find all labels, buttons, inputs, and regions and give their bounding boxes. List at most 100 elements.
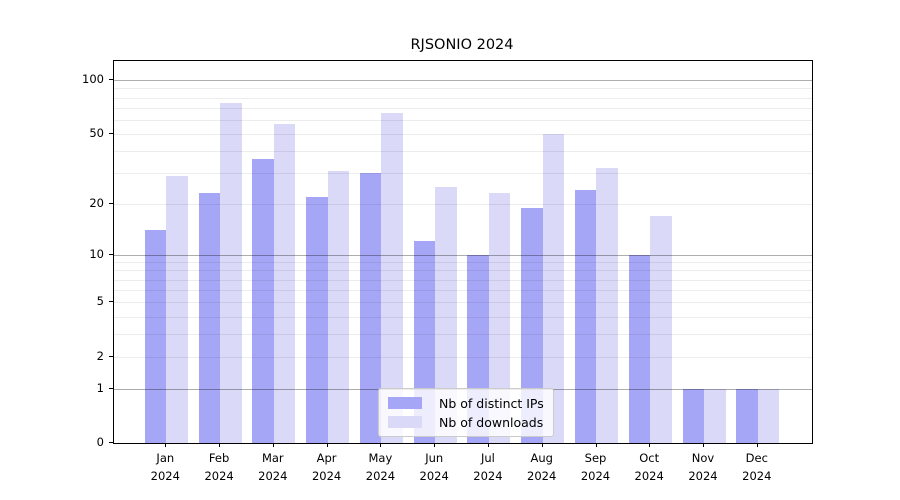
x-tick-mark-jul bbox=[487, 443, 489, 447]
legend-swatch-distinct-ips bbox=[388, 397, 422, 409]
x-tick-mark-nov bbox=[703, 443, 704, 447]
x-tick-mark-feb bbox=[219, 443, 221, 447]
gridline-80 bbox=[114, 97, 812, 99]
bar-nb-of-downloads-jul bbox=[488, 193, 511, 443]
y-tick-label-1: 1 bbox=[96, 380, 104, 395]
x-tick-month: Aug bbox=[530, 451, 553, 465]
x-tick-label-oct: Oct 2024 bbox=[617, 450, 681, 485]
x-tick-month: Jun bbox=[425, 451, 444, 465]
bar-nb-of-downloads-may bbox=[381, 112, 403, 443]
bar-nb-of-distinct-ips-nov bbox=[682, 388, 704, 443]
x-tick-year: 2024 bbox=[742, 468, 772, 483]
y-tick-mark-5 bbox=[109, 301, 113, 303]
y-tick-label-50: 50 bbox=[89, 126, 104, 140]
x-tick-year: 2024 bbox=[365, 468, 396, 483]
x-tick-mark-sep bbox=[595, 443, 597, 447]
bar-nb-of-distinct-ips-oct bbox=[628, 254, 651, 443]
y-tick-mark-100 bbox=[109, 79, 113, 81]
bar-nb-of-downloads-apr bbox=[327, 170, 350, 443]
x-tick-year: 2024 bbox=[419, 468, 449, 483]
y-tick-label-5: 5 bbox=[96, 294, 104, 309]
legend-label-downloads: Nb of downloads bbox=[439, 414, 544, 430]
y-tick-label-10: 10 bbox=[89, 246, 104, 261]
x-tick-month: Jul bbox=[480, 451, 495, 465]
gridline-100 bbox=[114, 80, 812, 82]
x-tick-month: Jan bbox=[156, 451, 175, 465]
y-tick-label-2: 2 bbox=[96, 348, 104, 363]
gridline-30 bbox=[114, 173, 812, 175]
gridline-60 bbox=[114, 119, 812, 121]
x-tick-label-aug: Aug 2024 bbox=[510, 450, 574, 485]
plot-area bbox=[113, 60, 813, 444]
x-tick-month: Apr bbox=[316, 451, 337, 465]
bar-nb-of-downloads-dec bbox=[757, 388, 780, 443]
bar-nb-of-downloads-aug bbox=[542, 133, 565, 443]
x-tick-label-jul: Jul 2024 bbox=[456, 450, 520, 485]
x-tick-month: Feb bbox=[208, 451, 230, 465]
bar-nb-of-downloads-oct bbox=[650, 215, 672, 443]
legend: Nb of distinct IPs Nb of downloads bbox=[378, 388, 554, 437]
y-tick-mark-10 bbox=[109, 253, 113, 255]
x-tick-label-dec: Dec 2024 bbox=[725, 450, 789, 485]
x-tick-year: 2024 bbox=[258, 468, 288, 483]
x-tick-mark-mar bbox=[272, 443, 274, 447]
bar-nb-of-distinct-ips-mar bbox=[252, 159, 274, 443]
bar-nb-of-downloads-sep bbox=[596, 168, 618, 443]
x-tick-label-feb: Feb 2024 bbox=[187, 450, 251, 485]
y-tick-mark-20 bbox=[109, 202, 113, 204]
x-tick-year: 2024 bbox=[634, 468, 664, 483]
x-tick-mark-aug bbox=[541, 443, 543, 447]
x-tick-label-nov: Nov 2024 bbox=[671, 450, 735, 485]
x-tick-label-apr: Apr 2024 bbox=[295, 450, 359, 485]
x-tick-year: 2024 bbox=[688, 468, 718, 483]
x-tick-year: 2024 bbox=[150, 468, 180, 483]
gridline-90 bbox=[114, 88, 812, 90]
bar-nb-of-downloads-nov bbox=[704, 388, 726, 443]
legend-swatch-downloads bbox=[388, 416, 422, 428]
x-tick-mark-jun bbox=[434, 443, 436, 447]
bar-nb-of-distinct-ips-aug bbox=[521, 207, 543, 443]
y-tick-label-100: 100 bbox=[82, 72, 104, 87]
legend-label-distinct-ips: Nb of distinct IPs bbox=[439, 395, 544, 411]
x-tick-label-sep: Sep 2024 bbox=[564, 450, 628, 485]
bar-nb-of-distinct-ips-may bbox=[359, 173, 382, 443]
y-tick-mark-50 bbox=[109, 133, 113, 134]
x-tick-year: 2024 bbox=[527, 468, 557, 483]
x-tick-mark-oct bbox=[649, 443, 651, 447]
y-tick-label-0: 0 bbox=[96, 435, 104, 449]
bar-nb-of-distinct-ips-dec bbox=[736, 388, 758, 443]
bar-nb-of-downloads-jan bbox=[166, 175, 188, 443]
bar-nb-of-downloads-feb bbox=[220, 102, 242, 443]
chart-title: RJSONIO 2024 bbox=[410, 37, 514, 53]
x-tick-year: 2024 bbox=[311, 468, 342, 483]
y-tick-mark-2 bbox=[109, 355, 113, 357]
bar-nb-of-downloads-jun bbox=[435, 186, 457, 443]
x-tick-month: Oct bbox=[639, 451, 660, 465]
x-tick-year: 2024 bbox=[204, 468, 234, 483]
x-tick-label-may: May 2024 bbox=[348, 450, 412, 485]
bar-nb-of-distinct-ips-jan bbox=[144, 230, 167, 443]
bar-nb-of-distinct-ips-apr bbox=[306, 196, 328, 443]
bar-nb-of-downloads-mar bbox=[273, 123, 296, 443]
x-tick-mark-jan bbox=[165, 443, 167, 447]
y-tick-mark-0 bbox=[109, 442, 113, 443]
x-tick-year: 2024 bbox=[580, 468, 611, 483]
x-tick-month: Sep bbox=[584, 451, 607, 465]
x-tick-year: 2024 bbox=[473, 468, 503, 483]
legend-item-distinct-ips: Nb of distinct IPs bbox=[388, 394, 545, 412]
x-tick-label-mar: Mar 2024 bbox=[241, 450, 305, 485]
x-tick-month: May bbox=[368, 451, 393, 465]
gridline-40 bbox=[114, 151, 812, 153]
legend-item-downloads: Nb of downloads bbox=[388, 413, 545, 431]
gridline-50 bbox=[114, 134, 812, 135]
bar-nb-of-distinct-ips-feb bbox=[198, 193, 221, 443]
x-tick-month: Nov bbox=[691, 451, 715, 465]
x-tick-mark-apr bbox=[326, 443, 328, 447]
gridline-70 bbox=[114, 108, 812, 109]
x-tick-label-jan: Jan 2024 bbox=[133, 450, 197, 485]
bar-nb-of-distinct-ips-sep bbox=[574, 190, 597, 443]
x-tick-mark-may bbox=[380, 443, 382, 447]
y-tick-mark-1 bbox=[109, 387, 113, 389]
y-tick-label-20: 20 bbox=[89, 195, 104, 210]
